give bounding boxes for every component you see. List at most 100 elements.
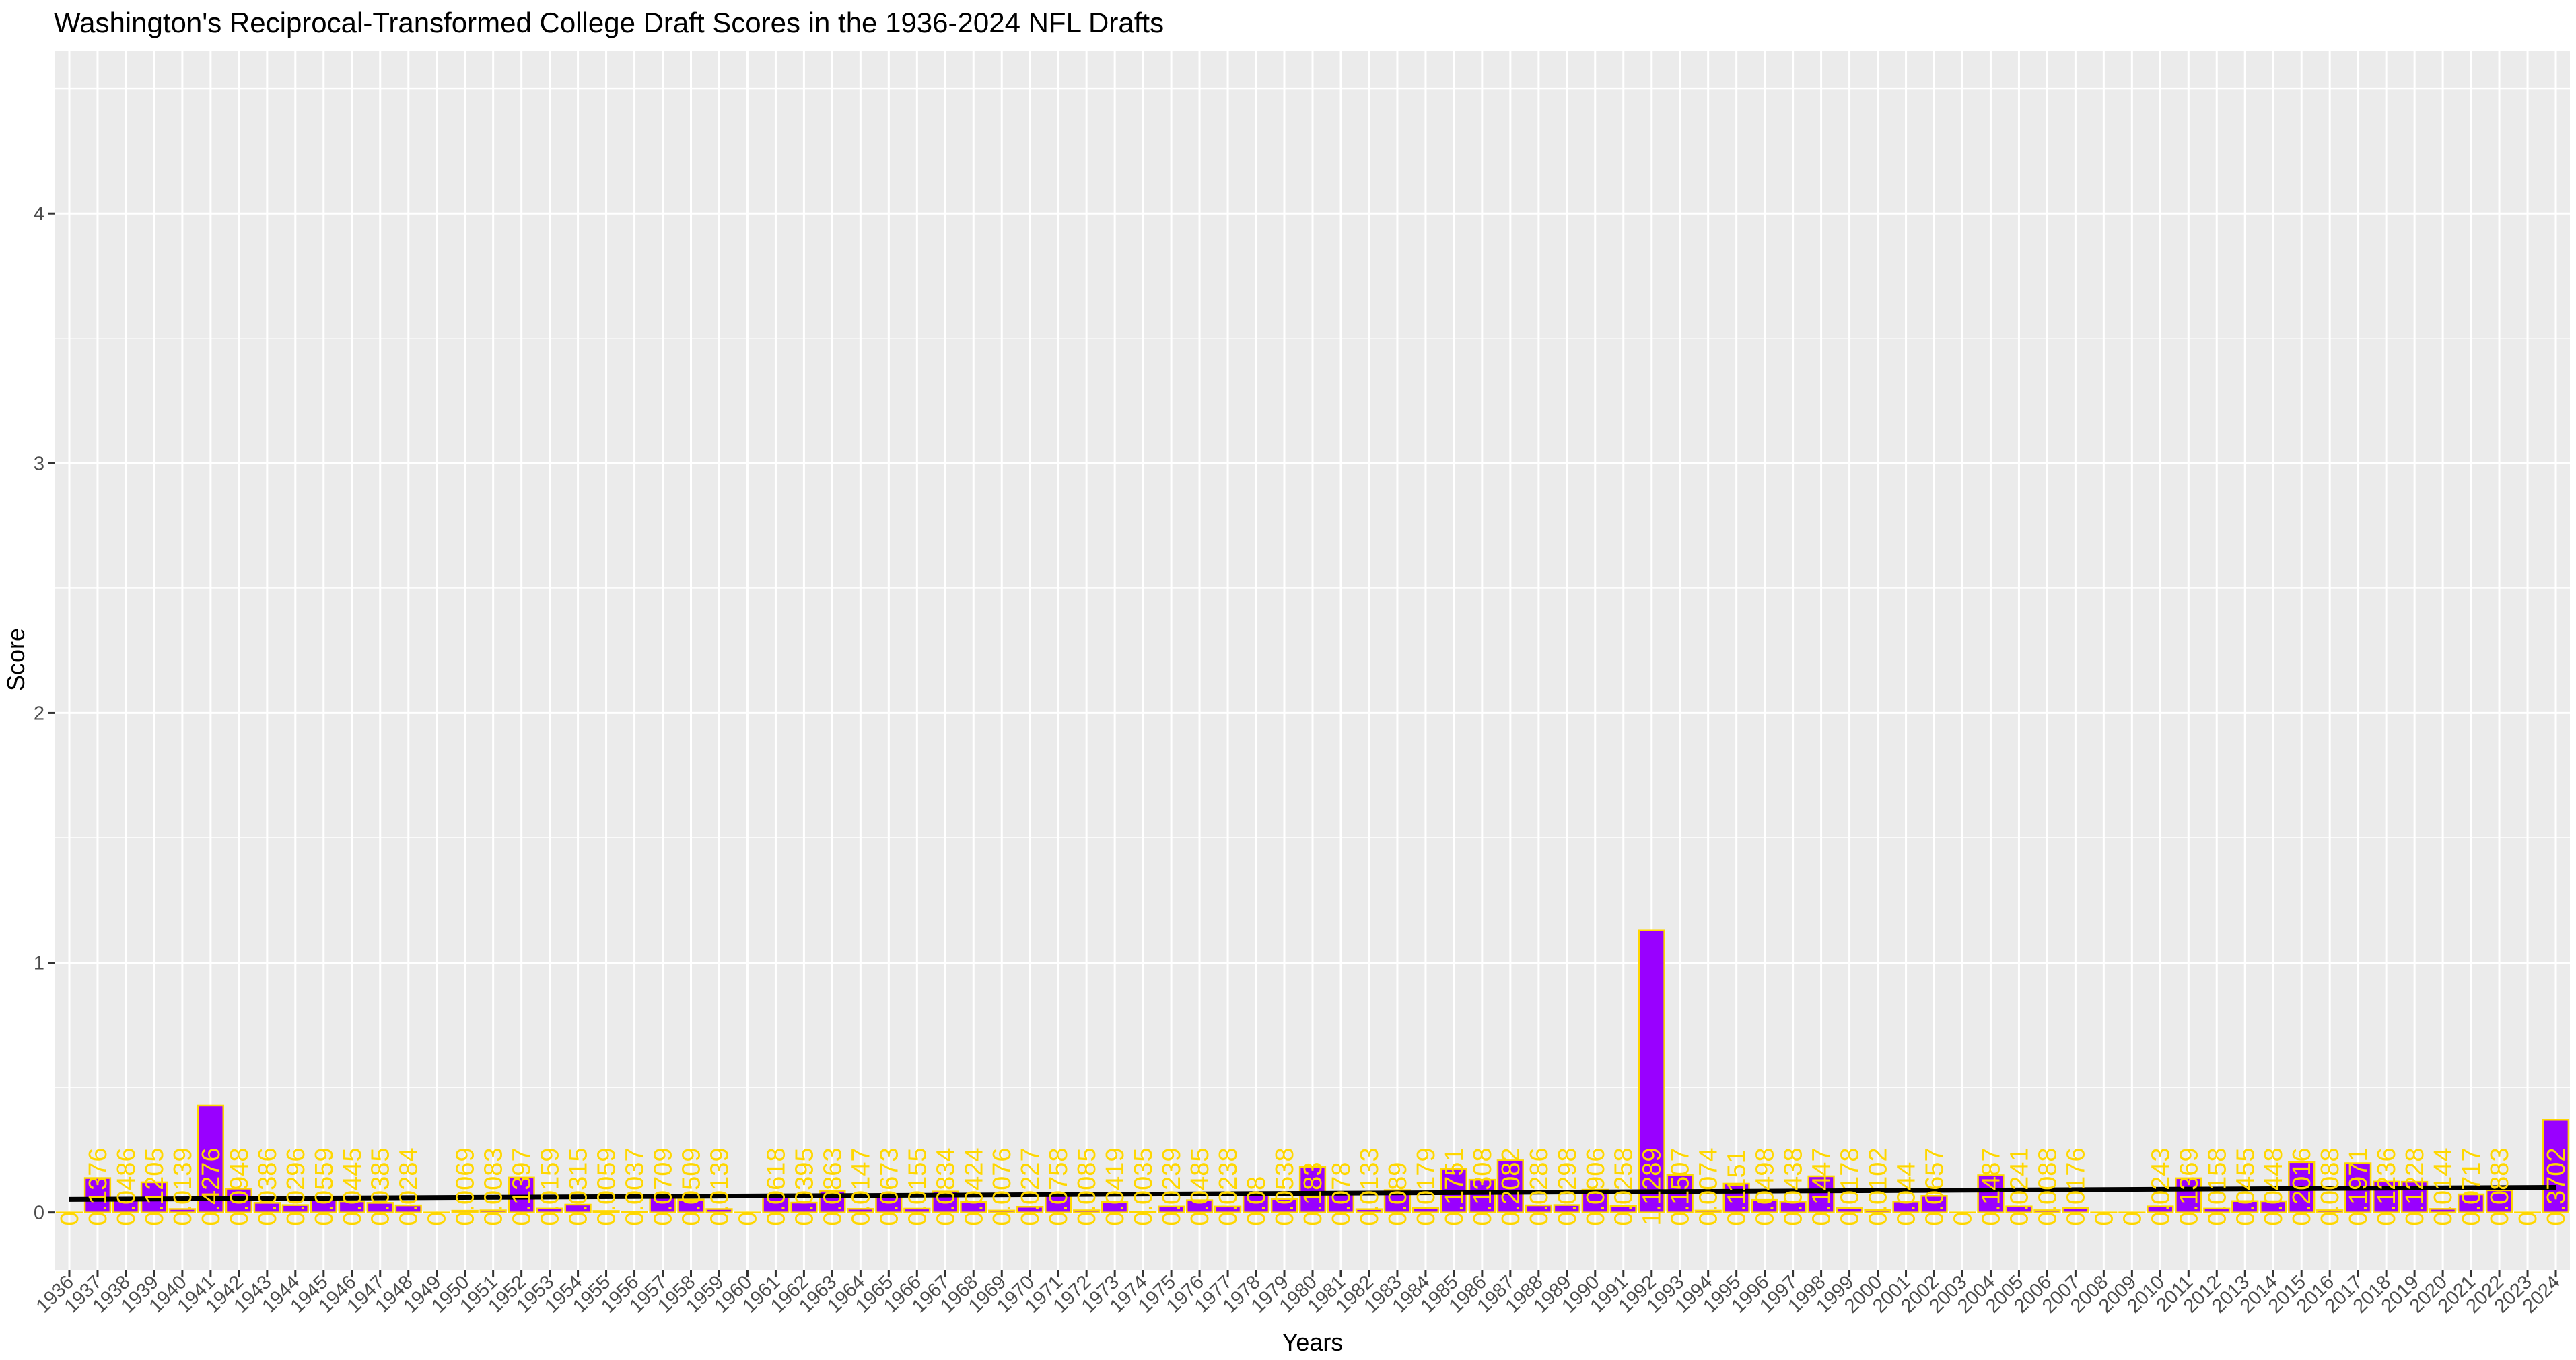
bar-1994: [1694, 1209, 1722, 1213]
bar-1986: [1468, 1178, 1496, 1213]
bar-1976: [1185, 1199, 1214, 1213]
data-label: 0.0158: [2203, 1147, 2231, 1225]
data-label: 0.0834: [932, 1147, 960, 1225]
bar-1982: [1355, 1208, 1383, 1213]
data-label: 0: [2514, 1212, 2542, 1226]
data-label: 0.2016: [2288, 1147, 2316, 1225]
bar-2012: [2203, 1207, 2231, 1213]
data-label: 1.1289: [1638, 1147, 1667, 1225]
bar-1999: [1836, 1207, 1863, 1213]
data-label: 0.0258: [1610, 1147, 1638, 1225]
y-tick-label: 0: [34, 1203, 44, 1224]
bar-2014: [2260, 1200, 2287, 1213]
data-label: 0: [1949, 1212, 1977, 1226]
y-tick-label: 2: [34, 703, 44, 724]
data-label: 0.0155: [903, 1147, 932, 1225]
bar-1998: [1807, 1175, 1835, 1213]
bar-1953: [536, 1207, 563, 1213]
bar-1975: [1157, 1205, 1185, 1213]
bar-1969: [988, 1209, 1016, 1213]
data-label: 0.0144: [2429, 1147, 2458, 1225]
bar-2004: [1977, 1174, 2005, 1213]
bar-1973: [1101, 1201, 1129, 1213]
y-tick-label: 3: [34, 453, 44, 474]
bar-1956: [621, 1211, 648, 1213]
data-label: 0.0315: [565, 1147, 593, 1225]
data-label: 0.0176: [2062, 1147, 2090, 1225]
data-label: 0.0657: [1921, 1147, 1949, 1225]
trend-line: [69, 1184, 2556, 1202]
bar-1981: [1327, 1192, 1355, 1213]
bar-1958: [677, 1198, 705, 1213]
data-label: 0.0455: [2231, 1147, 2260, 1225]
data-label: 0.1507: [1667, 1147, 1695, 1225]
bar-2000: [1864, 1209, 1891, 1213]
bar-1991: [1609, 1205, 1637, 1213]
bar-1987: [1496, 1159, 1524, 1213]
data-label: 0.0559: [310, 1147, 339, 1225]
data-label: 0.0239: [1158, 1147, 1186, 1225]
data-label: 0.0948: [225, 1147, 254, 1225]
bar-1980: [1298, 1166, 1327, 1213]
bar-1997: [1779, 1201, 1807, 1213]
bar-1972: [1073, 1209, 1101, 1213]
data-label: 0.0386: [254, 1147, 282, 1225]
data-label: 0.0083: [480, 1147, 508, 1225]
bar-1992: [1638, 929, 1665, 1213]
data-label: 0.1236: [2373, 1147, 2401, 1225]
data-label: 0.0159: [536, 1147, 565, 1225]
bar-1940: [168, 1208, 197, 1213]
data-label: 0.0074: [1695, 1147, 1723, 1225]
data-label: 0.0179: [1412, 1147, 1440, 1225]
y-axis-title: Score: [2, 628, 30, 691]
data-label: 0.0717: [2458, 1147, 2486, 1225]
data-label: 0.1487: [1977, 1147, 2005, 1225]
y-tick-label: 1: [34, 953, 44, 974]
bar-2024: [2542, 1119, 2570, 1213]
bar-2021: [2457, 1193, 2485, 1213]
data-label: 0.0102: [1865, 1147, 1893, 1225]
data-label: 0.4276: [197, 1147, 225, 1225]
bar-2002: [1920, 1195, 1948, 1213]
bar-1974: [1129, 1211, 1157, 1213]
data-label: 0.0241: [2005, 1147, 2033, 1225]
data-label: 0.0419: [1101, 1147, 1129, 1225]
bar-1959: [705, 1208, 733, 1213]
bar-1947: [366, 1202, 394, 1213]
bar-1977: [1214, 1205, 1242, 1213]
data-label: 0.183: [1299, 1162, 1327, 1226]
bar-2016: [2316, 1209, 2344, 1213]
data-label: 0.0438: [1780, 1147, 1808, 1225]
bar-2011: [2175, 1177, 2202, 1213]
bar-1979: [1270, 1198, 1298, 1213]
data-label: 0.0509: [677, 1147, 705, 1225]
x-axis-title: Years: [1282, 1328, 1344, 1356]
data-label: 0.0296: [282, 1147, 310, 1225]
data-label: 0.0059: [593, 1147, 621, 1225]
data-label: 0.1751: [1440, 1147, 1469, 1225]
chart-title: Washington's Reciprocal-Transformed Coll…: [54, 7, 1164, 38]
bar-2022: [2485, 1189, 2513, 1213]
data-label: 0.089: [1384, 1162, 1412, 1226]
data-label: 0.0133: [1356, 1147, 1384, 1225]
data-label: 0.0284: [395, 1147, 423, 1225]
bar-1950: [451, 1209, 479, 1213]
bar-1989: [1553, 1204, 1580, 1213]
data-label: 0.1447: [1808, 1147, 1836, 1225]
bar-1966: [903, 1207, 931, 1213]
y-tick-label: 4: [34, 203, 44, 225]
data-label: 0.0243: [2147, 1147, 2175, 1225]
bar-2010: [2147, 1205, 2174, 1213]
data-label: 0.0238: [1214, 1147, 1243, 1225]
data-label: 0.1397: [508, 1147, 536, 1225]
data-label: 0.0709: [650, 1147, 678, 1225]
data-label: 0.0445: [339, 1147, 367, 1225]
data-label: 0.0147: [847, 1147, 875, 1225]
data-label: 0.0883: [2486, 1147, 2514, 1225]
data-label: 0.0538: [1271, 1147, 1299, 1225]
data-label: 0.0139: [169, 1147, 197, 1225]
data-label: 0.0498: [1751, 1147, 1780, 1225]
bar-1948: [394, 1204, 422, 1213]
bar-1984: [1412, 1207, 1440, 1213]
